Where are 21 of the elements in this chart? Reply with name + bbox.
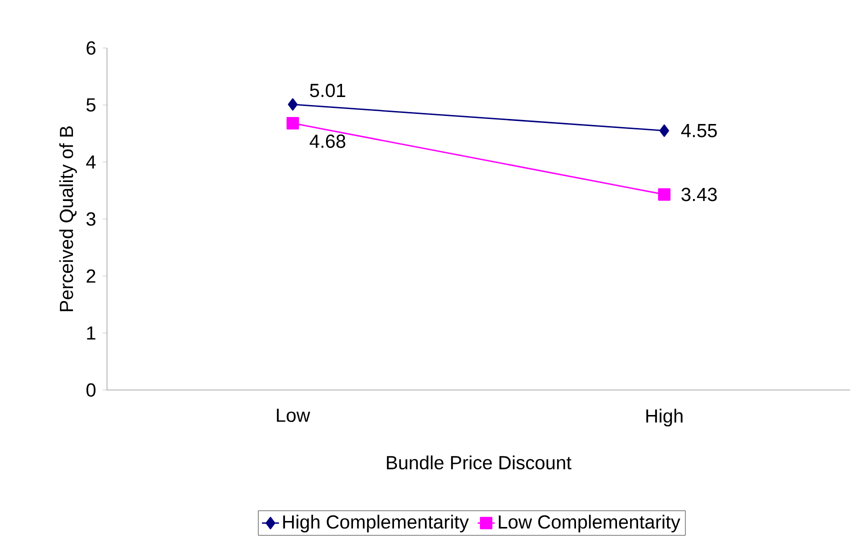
legend-label: Low Complementarity [498,514,680,532]
y-tick-label: 3 [86,212,96,226]
data-label: 3.43 [681,188,717,202]
x-tick-label: Low [276,408,310,422]
y-tick-label: 4 [86,155,96,169]
legend-label: High Complementarity [283,514,469,532]
x-axis-title: Bundle Price Discount [386,455,572,470]
point [659,124,670,137]
data-label: 4.68 [310,134,346,148]
x-tick-label: High [646,408,682,426]
point [658,188,670,201]
y-tick-label: 1 [87,326,96,340]
data-label: 4.55 [681,124,717,138]
y-tick-label: 5 [86,98,96,112]
point [288,98,298,111]
data-label: 5.01 [310,84,346,98]
y-tick-label: 6 [86,41,96,55]
point [286,117,299,130]
y-axis-title: Perceived Quality of B [59,126,77,312]
y-tick-label: 0 [86,383,96,397]
y-tick-label: 2 [86,269,96,283]
